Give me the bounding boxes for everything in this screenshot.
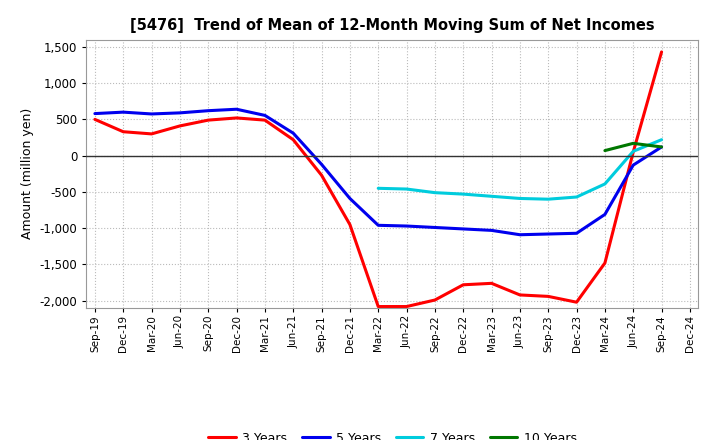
7 Years	[459, 191, 467, 197]
5 Years	[600, 212, 609, 217]
7 Years	[431, 190, 439, 195]
7 Years	[402, 187, 411, 192]
5 Years	[572, 231, 581, 236]
3 Years	[289, 137, 297, 143]
3 Years	[431, 297, 439, 303]
3 Years	[487, 281, 496, 286]
3 Years	[657, 49, 666, 55]
7 Years	[629, 149, 637, 154]
5 Years	[91, 111, 99, 116]
3 Years	[572, 300, 581, 305]
10 Years	[600, 148, 609, 153]
5 Years	[629, 162, 637, 168]
3 Years	[544, 294, 552, 299]
5 Years	[374, 223, 382, 228]
3 Years	[516, 292, 524, 297]
Legend: 3 Years, 5 Years, 7 Years, 10 Years: 3 Years, 5 Years, 7 Years, 10 Years	[203, 427, 582, 440]
3 Years	[600, 260, 609, 266]
Y-axis label: Amount (million yen): Amount (million yen)	[21, 108, 34, 239]
3 Years	[346, 222, 354, 227]
7 Years	[600, 181, 609, 187]
5 Years	[402, 224, 411, 229]
5 Years	[516, 232, 524, 237]
3 Years	[318, 172, 326, 178]
5 Years	[148, 111, 156, 117]
5 Years	[233, 106, 241, 112]
5 Years	[657, 144, 666, 150]
3 Years	[91, 117, 99, 122]
5 Years	[318, 162, 326, 167]
3 Years	[402, 304, 411, 309]
3 Years	[176, 123, 184, 128]
Line: 7 Years: 7 Years	[378, 140, 662, 199]
3 Years	[148, 131, 156, 136]
10 Years	[657, 144, 666, 150]
7 Years	[487, 194, 496, 199]
5 Years	[176, 110, 184, 116]
5 Years	[431, 225, 439, 230]
3 Years	[459, 282, 467, 287]
Line: 10 Years: 10 Years	[605, 143, 662, 150]
7 Years	[544, 197, 552, 202]
10 Years	[629, 141, 637, 146]
5 Years	[487, 228, 496, 233]
5 Years	[544, 231, 552, 237]
5 Years	[261, 113, 269, 118]
Line: 5 Years: 5 Years	[95, 109, 662, 235]
5 Years	[119, 110, 127, 115]
7 Years	[516, 196, 524, 201]
5 Years	[459, 226, 467, 231]
3 Years	[233, 115, 241, 121]
3 Years	[629, 150, 637, 155]
3 Years	[204, 117, 212, 123]
Title: [5476]  Trend of Mean of 12-Month Moving Sum of Net Incomes: [5476] Trend of Mean of 12-Month Moving …	[130, 18, 654, 33]
3 Years	[374, 304, 382, 309]
Line: 3 Years: 3 Years	[95, 52, 662, 307]
7 Years	[572, 194, 581, 200]
7 Years	[374, 186, 382, 191]
5 Years	[204, 108, 212, 114]
3 Years	[119, 129, 127, 134]
5 Years	[289, 131, 297, 136]
5 Years	[346, 196, 354, 201]
3 Years	[261, 117, 269, 123]
7 Years	[657, 137, 666, 143]
